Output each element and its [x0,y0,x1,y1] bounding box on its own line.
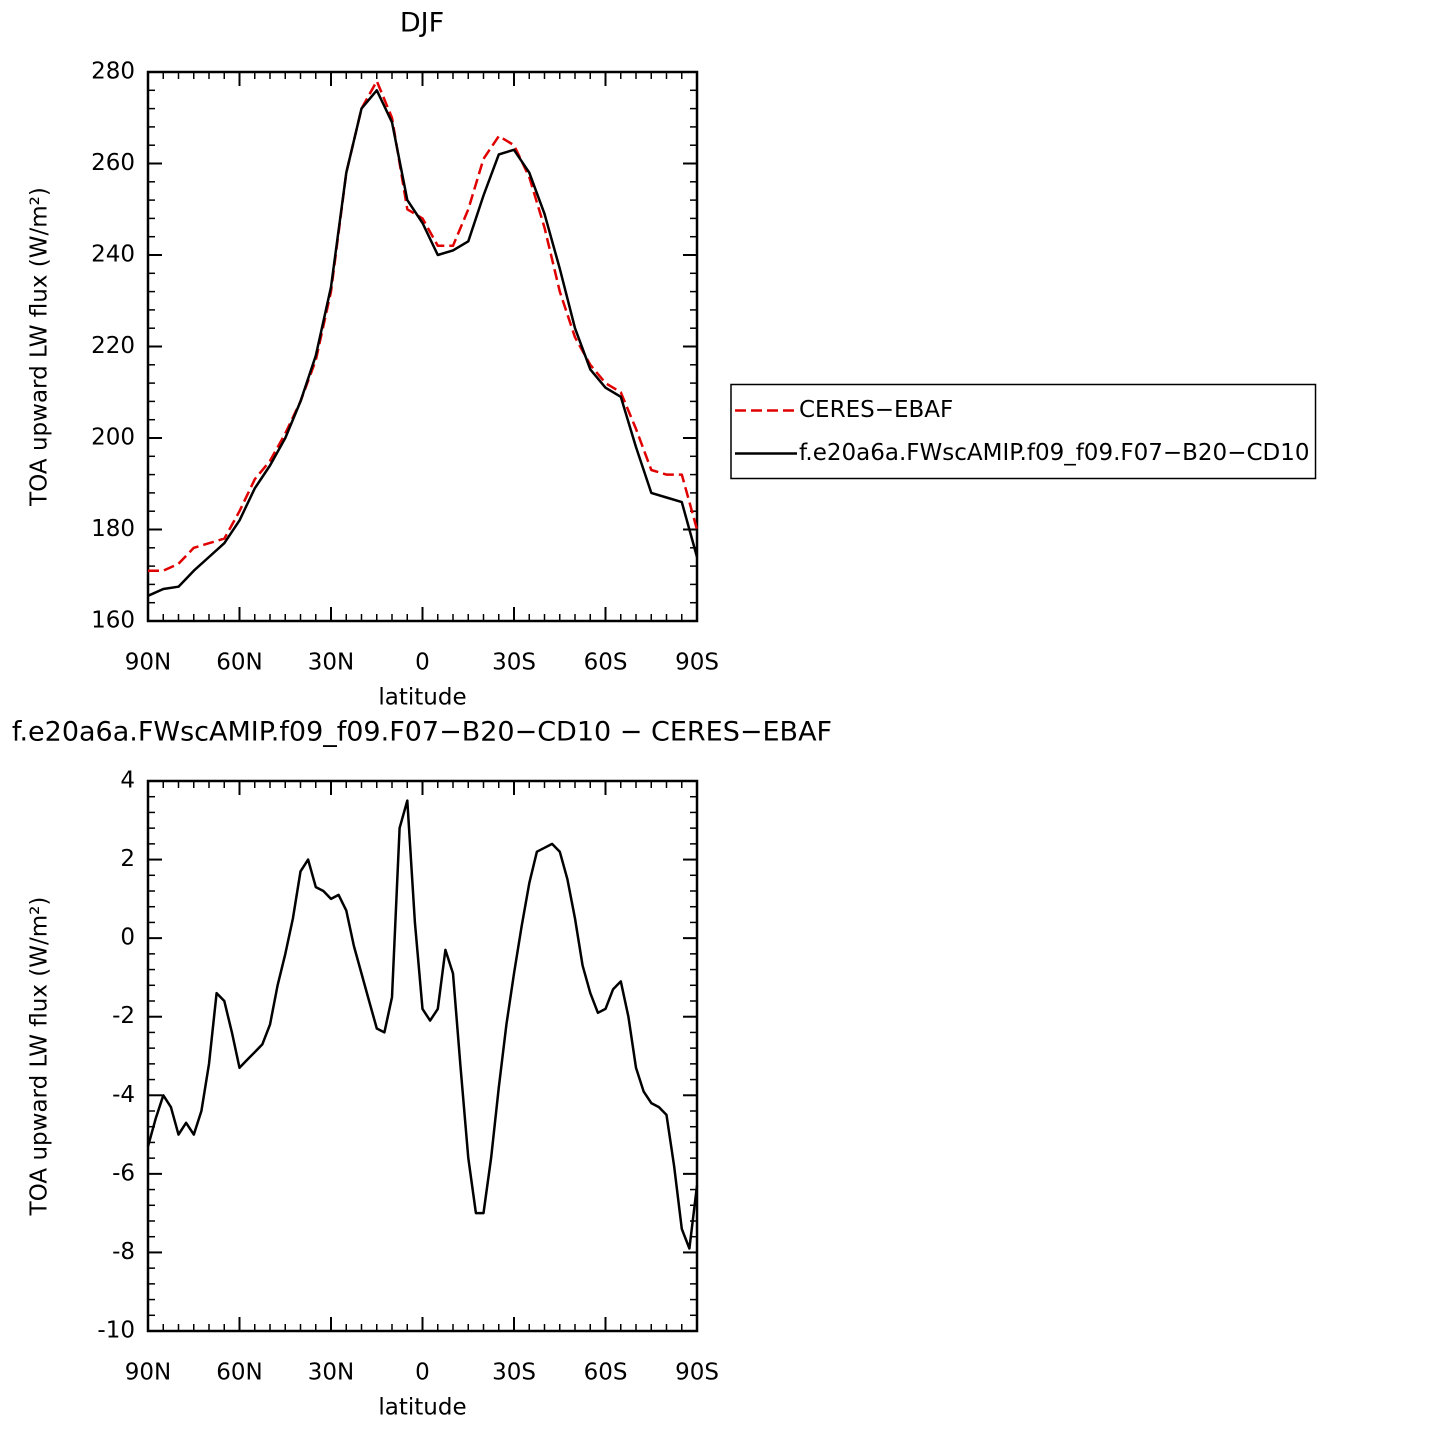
y-tick-label: -2 [112,1003,135,1029]
chart-title: f.e20a6a.FWscAMIP.f09_f09.F07−B20−CD10 −… [12,717,832,748]
plot: DJF latitude TOA upward LW flux (W/m²) 90N 6… [27,8,1317,711]
y-tick-label: 280 [91,59,135,85]
series-line [147,89,699,597]
legend-frame [730,383,1317,480]
x-tick-label: 90S [675,1360,719,1386]
x-tick-label: 30S [492,1360,536,1386]
x-axis-label: latitude [378,685,466,711]
x-tick-label: 30N [308,1360,354,1386]
y-tick-label: -10 [97,1318,135,1344]
x-tick-label: 60S [584,1360,628,1386]
x-axis-label: latitude [378,1395,466,1421]
y-tick-label: 180 [91,516,135,542]
x-tick-label: 90N [125,650,171,676]
x-tick-label: 90S [675,650,719,676]
x-tick-label: 60S [584,650,628,676]
x-tick-label: 30N [308,650,354,676]
x-tick-label: 60N [216,650,262,676]
y-tick-label: -8 [112,1239,135,1265]
plot: f.e20a6a.FWscAMIP.f09_f09.F07−B20−CD10 −… [12,717,832,1421]
y-tick-label: 0 [120,925,135,951]
series-line [148,79,699,572]
y-axis-label: TOA upward LW flux (W/m²) [27,897,53,1217]
series-line [146,799,699,1250]
chart-title: DJF [400,8,444,39]
y-tick-label: -4 [112,1082,135,1108]
legend: CERES−EBAF f.e20a6a.FWscAMIP.f09_f09.F07−… [730,383,1317,480]
plot-frame [146,70,699,623]
y-tick-label: 4 [120,768,135,794]
x-tick-label: 0 [415,1360,430,1386]
x-tick-label: 60N [216,1360,262,1386]
plot-frame [146,779,699,1333]
y-tick-label: 220 [91,333,135,359]
y-tick-label: 260 [91,150,135,176]
y-axis-label: TOA upward LW flux (W/m²) [27,187,53,507]
x-tick-label: 90N [125,1360,171,1386]
y-tick-label: -6 [112,1160,135,1186]
legend-label: CERES−EBAF [799,397,953,423]
legend-label: f.e20a6a.FWscAMIP.f09_f09.F07−B20−CD10 [799,440,1310,466]
x-tick-label: 30S [492,650,536,676]
y-tick-label: 2 [120,846,135,872]
y-tick-label: 160 [91,608,135,634]
y-tick-label: 240 [91,242,135,268]
y-tick-label: 200 [91,425,135,451]
x-tick-label: 0 [415,650,430,676]
